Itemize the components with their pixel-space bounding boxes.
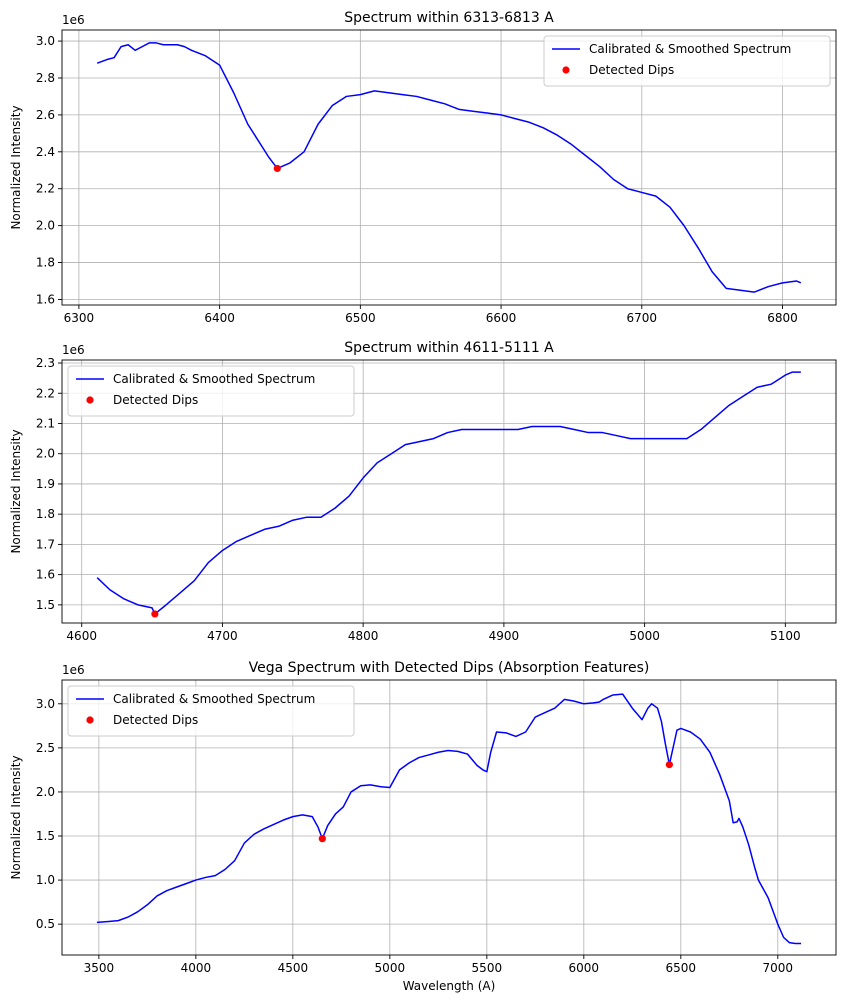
y-tick-label: 1.0 xyxy=(36,873,55,887)
y-tick-label: 2.5 xyxy=(36,741,55,755)
spectrum-line xyxy=(96,693,802,945)
x-tick-label: 4500 xyxy=(278,961,309,975)
legend-label-spectrum: Calibrated & Smoothed Spectrum xyxy=(589,42,791,56)
y-tick-label: 3.0 xyxy=(36,697,55,711)
x-tick-label: 4800 xyxy=(348,629,379,643)
chart-title: Vega Spectrum with Detected Dips (Absorp… xyxy=(249,660,650,676)
y-tick-label: 3.0 xyxy=(36,34,55,48)
spectrum-line xyxy=(96,42,802,293)
legend-box xyxy=(67,365,355,417)
spectrum-line xyxy=(96,371,801,615)
y-tick-label: 2.3 xyxy=(36,356,55,370)
legend-dot-swatch xyxy=(86,716,94,724)
x-tick-label: 5100 xyxy=(770,629,801,643)
x-tick-label: 6000 xyxy=(569,961,600,975)
y-tick-label: 1.9 xyxy=(36,477,55,491)
axes-frame xyxy=(61,679,837,956)
y-tick-label: 1.6 xyxy=(36,568,55,582)
legend-label-spectrum: Calibrated & Smoothed Spectrum xyxy=(113,692,315,706)
chart-title: Spectrum within 4611-5111 A xyxy=(344,340,554,356)
y-tick-label: 1.5 xyxy=(36,829,55,843)
legend: Calibrated & Smoothed Spectrum Detected D… xyxy=(67,365,355,417)
offset-label: 1e6 xyxy=(62,343,85,357)
dip-point xyxy=(151,610,159,618)
subplot-1: 6300 6400 6500 6600 6700 6800 1.6 1.8 2.0 2.2 2.4 2… xyxy=(9,10,837,325)
y-tick-label: 2.8 xyxy=(36,71,55,85)
x-axis-label: Wavelength (A) xyxy=(403,979,496,993)
x-tick-label: 4000 xyxy=(181,961,212,975)
x-tick-label: 5000 xyxy=(629,629,660,643)
y-axis-label: Normalized Intensity xyxy=(9,429,23,553)
legend-dot-swatch xyxy=(562,66,570,74)
dip-point xyxy=(318,835,326,843)
x-tick-label: 6500 xyxy=(666,961,697,975)
legend-label-spectrum: Calibrated & Smoothed Spectrum xyxy=(113,372,315,386)
offset-label: 1e6 xyxy=(62,663,85,677)
subplot-3: 3500 4000 4500 5000 5500 6000 6500 7000 0.5 1.0 1.… xyxy=(9,660,837,993)
y-tick-label: 0.5 xyxy=(36,917,55,931)
y-tick-label: 2.2 xyxy=(36,182,55,196)
y-axis-label: Normalized Intensity xyxy=(9,105,23,229)
x-tick-label: 6300 xyxy=(64,311,95,325)
y-tick-label: 2.0 xyxy=(36,219,55,233)
legend: Calibrated & Smoothed Spectrum Detected D… xyxy=(543,35,831,87)
x-tick-label: 7000 xyxy=(763,961,794,975)
x-tick-label: 6800 xyxy=(767,311,798,325)
x-tick-label: 5000 xyxy=(375,961,406,975)
x-tick-label: 6400 xyxy=(204,311,235,325)
y-tick-label: 1.5 xyxy=(36,598,55,612)
x-tick-label: 6700 xyxy=(627,311,658,325)
x-tick-label: 4900 xyxy=(489,629,520,643)
legend-box xyxy=(67,685,355,737)
y-tick-label: 2.4 xyxy=(36,145,55,159)
legend-label-dips: Detected Dips xyxy=(113,393,198,407)
y-tick-label: 2.0 xyxy=(36,785,55,799)
x-tick-label: 4700 xyxy=(207,629,238,643)
legend-box xyxy=(543,35,831,87)
legend-label-dips: Detected Dips xyxy=(589,63,674,77)
x-tick-label: 6500 xyxy=(345,311,376,325)
dip-point xyxy=(665,761,673,769)
y-tick-label: 1.6 xyxy=(36,292,55,306)
x-tick-label: 6600 xyxy=(486,311,517,325)
offset-label: 1e6 xyxy=(62,13,85,27)
x-tick-label: 3500 xyxy=(84,961,115,975)
y-tick-label: 2.0 xyxy=(36,447,55,461)
axes-frame xyxy=(61,359,837,624)
legend: Calibrated & Smoothed Spectrum Detected D… xyxy=(67,685,355,737)
y-tick-label: 1.8 xyxy=(36,507,55,521)
x-tick-label: 5500 xyxy=(472,961,503,975)
y-tick-label: 1.7 xyxy=(36,537,55,551)
y-tick-label: 2.6 xyxy=(36,108,55,122)
y-tick-label: 2.2 xyxy=(36,386,55,400)
chart-title: Spectrum within 6313-6813 A xyxy=(344,10,554,26)
y-axis-label: Normalized Intensity xyxy=(9,755,23,879)
axes-frame xyxy=(61,29,837,306)
dip-point xyxy=(273,164,281,173)
y-tick-label: 1.8 xyxy=(36,256,55,270)
legend-label-dips: Detected Dips xyxy=(113,713,198,727)
subplot-2: 4600 4700 4800 4900 5000 5100 1.5 1.6 1.7 1.8 1.9 2… xyxy=(9,340,837,643)
legend-dot-swatch xyxy=(86,396,94,404)
y-tick-label: 2.1 xyxy=(36,416,55,430)
x-tick-label: 4600 xyxy=(66,629,97,643)
